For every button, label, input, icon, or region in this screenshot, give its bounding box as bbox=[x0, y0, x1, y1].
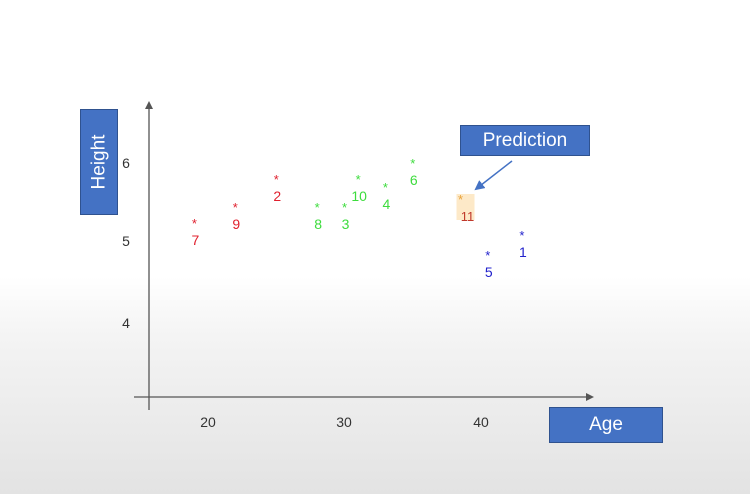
prediction-callout: Prediction bbox=[460, 125, 590, 156]
y-axis-label: Height bbox=[88, 134, 110, 190]
point-highlight bbox=[456, 194, 475, 220]
y-axis-arrowhead bbox=[145, 101, 153, 109]
point-label-2: 2 bbox=[273, 188, 281, 204]
point-label-5: 5 bbox=[485, 264, 493, 280]
x-tick-label-30: 30 bbox=[336, 414, 352, 430]
point-marker-5: * bbox=[485, 248, 490, 263]
y-axis-label-box: Height bbox=[80, 109, 118, 215]
y-tick-label-6: 6 bbox=[122, 155, 130, 171]
point-label-9: 9 bbox=[232, 216, 240, 232]
point-label-3: 3 bbox=[342, 216, 350, 232]
point-marker-11: * bbox=[458, 192, 463, 207]
y-tick-label-4: 4 bbox=[122, 315, 130, 331]
x-axis-label: Age bbox=[589, 414, 623, 435]
x-tick-label-20: 20 bbox=[200, 414, 216, 430]
point-label-4: 4 bbox=[383, 196, 391, 212]
point-label-8: 8 bbox=[314, 216, 322, 232]
x-tick-label-40: 40 bbox=[473, 414, 489, 430]
point-marker-10: * bbox=[356, 172, 361, 187]
data-points: *1*2*3*4*5*6*7*8*9*10 *11 bbox=[191, 156, 527, 280]
point-label-6: 6 bbox=[410, 172, 418, 188]
point-marker-7: * bbox=[192, 216, 197, 231]
prediction-label: Prediction bbox=[482, 129, 568, 151]
prediction-arrow bbox=[474, 160, 513, 191]
point-label-1: 1 bbox=[519, 244, 527, 260]
point-label-7: 7 bbox=[191, 232, 199, 248]
point-marker-2: * bbox=[274, 172, 279, 187]
point-marker-9: * bbox=[233, 200, 238, 215]
point-marker-1: * bbox=[519, 228, 524, 243]
x-axis-arrowhead bbox=[586, 393, 594, 401]
point-label-10: 10 bbox=[351, 188, 367, 204]
point-marker-8: * bbox=[315, 200, 320, 215]
point-marker-4: * bbox=[383, 180, 388, 195]
x-axis-label-box: Age bbox=[549, 407, 663, 443]
y-tick-label-5: 5 bbox=[122, 233, 130, 249]
point-marker-3: * bbox=[342, 200, 347, 215]
point-marker-6: * bbox=[410, 156, 415, 171]
point-label-11: 11 bbox=[461, 209, 475, 224]
